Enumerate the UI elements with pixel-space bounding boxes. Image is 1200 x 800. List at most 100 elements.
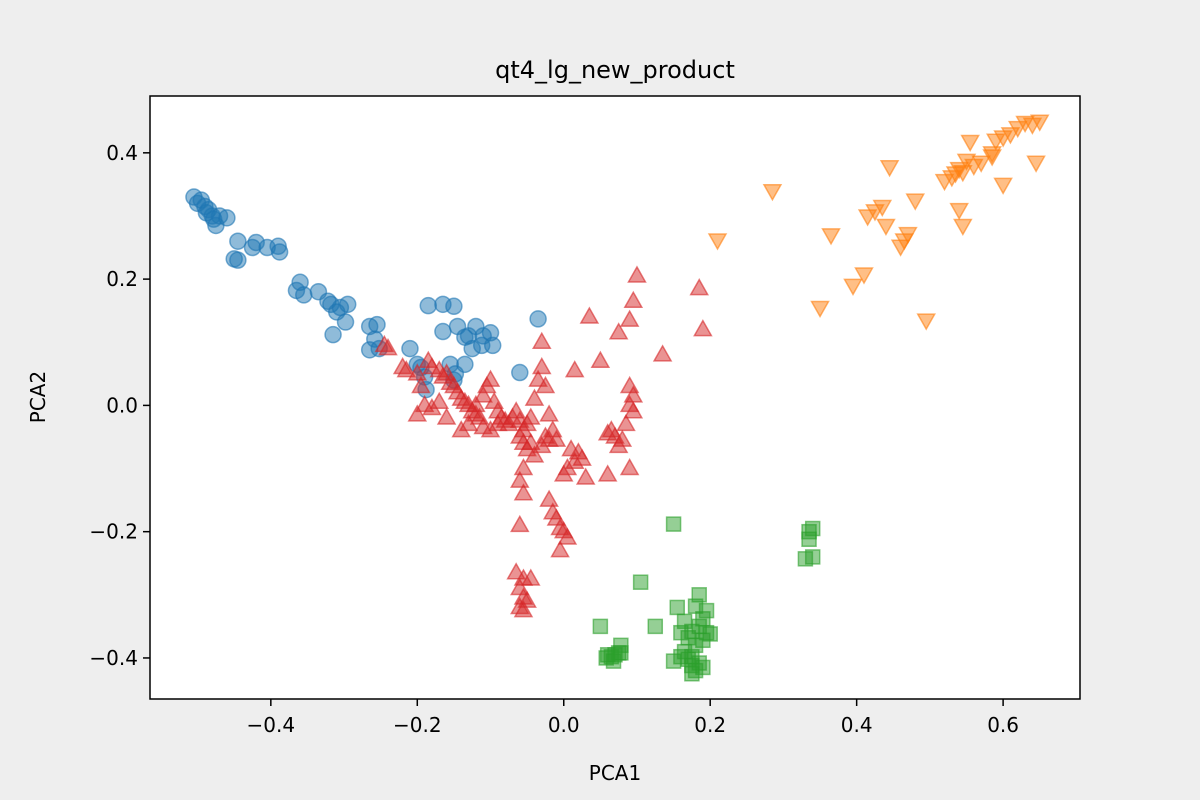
data-point [531, 356, 552, 375]
data-point [801, 531, 817, 548]
y-tick-label: 0.2 [106, 267, 138, 291]
data-point [879, 159, 900, 178]
data-point [916, 313, 937, 331]
series-cluster-1 [707, 114, 1050, 331]
data-point [414, 394, 435, 413]
data-point [986, 133, 1006, 151]
data-point [619, 458, 640, 476]
chart-title: qt4_lg_new_product [495, 56, 735, 84]
data-point [707, 233, 728, 251]
data-point [218, 209, 236, 227]
data-point [623, 401, 644, 419]
data-point [510, 514, 530, 533]
x-axis: −0.4 −0.2 0.0 0.2 0.4 0.6 [247, 699, 1019, 737]
data-point [451, 420, 472, 438]
data-point [652, 344, 673, 362]
data-point [627, 265, 647, 283]
data-point [797, 551, 814, 567]
points-layer [185, 114, 1050, 682]
x-tick-label: −0.4 [247, 713, 296, 737]
data-point [396, 360, 417, 378]
x-tick-label: 0.2 [694, 713, 726, 737]
data-point [613, 645, 629, 661]
data-point [934, 173, 955, 192]
y-tick-label: 0.4 [106, 141, 138, 165]
y-axis-label: PCA2 [26, 371, 50, 423]
data-point [684, 665, 700, 682]
data-point [539, 429, 559, 447]
data-point [854, 267, 874, 285]
data-point [510, 470, 530, 488]
data-point [575, 467, 596, 485]
data-point [590, 350, 611, 368]
data-point [647, 618, 664, 635]
data-point [535, 375, 556, 394]
data-point [411, 375, 431, 394]
data-point [539, 404, 559, 422]
data-point [436, 407, 457, 425]
y-tick-label: −0.4 [89, 646, 138, 670]
data-point [608, 322, 629, 340]
data-point [890, 239, 911, 257]
x-tick-label: −0.2 [393, 713, 442, 737]
data-point [483, 336, 502, 355]
data-point [810, 300, 830, 319]
data-point [564, 360, 585, 378]
data-point [270, 243, 289, 261]
data-point [557, 527, 578, 545]
data-point [521, 568, 541, 586]
data-point [623, 290, 644, 308]
data-point [456, 355, 474, 374]
data-point [419, 296, 438, 315]
data-point [669, 599, 685, 616]
data-point [407, 404, 428, 422]
data-point [434, 322, 452, 341]
data-point [229, 232, 247, 250]
data-point [511, 363, 529, 382]
data-point [336, 313, 355, 331]
data-point [521, 432, 541, 451]
data-point [488, 413, 508, 432]
data-point [295, 286, 313, 304]
data-point [905, 193, 926, 211]
data-point [876, 218, 896, 236]
data-point [960, 134, 980, 152]
data-point [368, 315, 386, 334]
data-point [324, 325, 342, 344]
data-point [579, 306, 600, 324]
data-point [473, 385, 493, 403]
y-axis: −0.4 −0.2 0.0 0.2 0.4 [89, 141, 150, 670]
data-point [550, 540, 570, 558]
data-point [445, 297, 463, 316]
x-tick-label: 0.4 [841, 713, 873, 737]
x-tick-label: 0.6 [987, 713, 1019, 737]
data-point [539, 489, 559, 507]
data-point [857, 209, 878, 227]
data-point [524, 445, 545, 463]
series-cluster-3 [374, 265, 713, 618]
data-point [531, 331, 552, 350]
data-point [592, 618, 609, 635]
y-tick-label: −0.2 [89, 520, 138, 544]
data-point [665, 516, 682, 532]
data-point [513, 600, 534, 618]
data-point [521, 407, 541, 425]
data-point [632, 574, 649, 590]
data-point [513, 483, 534, 501]
data-point [524, 388, 545, 406]
data-point [612, 429, 633, 447]
series-cluster-2 [592, 516, 821, 682]
data-point [616, 413, 636, 432]
data-point [229, 251, 247, 269]
data-point [821, 228, 841, 246]
data-point [623, 385, 644, 403]
y-tick-label: 0.0 [106, 393, 138, 417]
data-point [597, 464, 618, 482]
data-point [513, 458, 534, 476]
x-axis-label: PCA1 [589, 761, 641, 785]
data-point [843, 278, 863, 296]
data-point [553, 464, 574, 482]
data-point [480, 369, 501, 387]
data-point [466, 394, 486, 413]
data-point [378, 338, 398, 356]
